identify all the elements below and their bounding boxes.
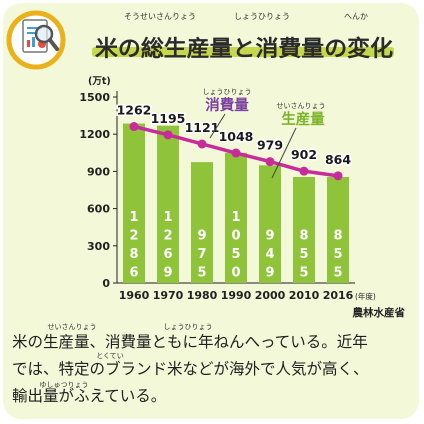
bar-1970 xyxy=(157,125,179,283)
bar-1990 xyxy=(225,152,247,283)
consumption-label-2016: 864 xyxy=(325,152,351,167)
production-leader-line xyxy=(271,127,297,179)
bar-2016 xyxy=(327,176,349,283)
consumption-leader-line xyxy=(209,113,226,139)
caption-ruby-1: しょうひりょう xyxy=(164,323,213,331)
consumption-point-1980 xyxy=(197,139,207,149)
plot-area: (万t)030060090012001500128612699751050949… xyxy=(40,76,406,389)
bar-label-1970-d0: 1 xyxy=(163,210,172,225)
y-tick-label-4: 1200 xyxy=(79,128,110,141)
caption-ruby-2: とくてい xyxy=(96,352,124,360)
bar-label-1970-d3: 9 xyxy=(163,266,172,281)
bar-2010 xyxy=(293,176,315,283)
bar-label-1970-d2: 6 xyxy=(163,247,172,262)
bar-1980 xyxy=(191,162,213,283)
caption-line-3: 輸出量がふえている。 xyxy=(12,387,167,405)
bar-label-1970-d1: 2 xyxy=(163,229,172,244)
consumption-label-1990: 1048 xyxy=(219,129,254,144)
title-ruby-group: そうせいさんりょう しょうひりょう へんか xyxy=(124,12,368,21)
x-tick-label-2: 1980 xyxy=(187,289,218,302)
bar-label-2016-d1: 5 xyxy=(333,247,342,262)
title-ruby-2: へんか xyxy=(344,12,368,21)
bar-label-2000-d1: 4 xyxy=(265,247,274,262)
consumption-label-1980: 1121 xyxy=(185,120,220,135)
x-tick-label-4: 2000 xyxy=(255,289,286,302)
x-tick-label-5: 2010 xyxy=(289,289,320,302)
consumption-point-1960 xyxy=(129,122,139,132)
title-underline xyxy=(92,47,394,57)
bar-label-2000-d2: 9 xyxy=(265,266,274,281)
x-tick-label-0: 1960 xyxy=(119,289,150,302)
bar-label-1990-d0: 1 xyxy=(231,210,240,225)
bar-label-2010-d0: 8 xyxy=(299,229,308,244)
y-tick-label-2: 600 xyxy=(87,203,110,216)
title-ruby-0: そうせいさんりょう xyxy=(124,12,196,21)
production-series-label: 生産量 xyxy=(281,110,325,128)
y-tick-label-1: 300 xyxy=(87,240,110,253)
bar-label-2000-d0: 9 xyxy=(265,229,274,244)
bar-label-2016-d0: 8 xyxy=(333,229,342,244)
consumption-point-1990 xyxy=(231,148,241,158)
x-suffix: (年度) xyxy=(355,291,376,301)
bar-1960 xyxy=(123,123,145,283)
bar-label-1960-d3: 6 xyxy=(129,266,138,281)
bar-label-1990-d1: 0 xyxy=(231,229,240,244)
y-tick-label-5: 1500 xyxy=(79,91,110,104)
consumption-label-1960: 1262 xyxy=(117,103,152,118)
bar-label-1960-d2: 8 xyxy=(129,247,138,262)
bar-2000 xyxy=(259,165,281,283)
bar-label-2010-d1: 5 xyxy=(299,247,308,262)
bar-label-1980-d2: 5 xyxy=(197,266,206,281)
consumption-label-2010: 902 xyxy=(291,147,317,162)
production-ruby: せいさんりょう xyxy=(277,102,326,110)
consumption-point-2016 xyxy=(333,171,343,181)
bar-label-1980-d0: 9 xyxy=(197,229,206,244)
bar-label-1960-d1: 2 xyxy=(129,229,138,244)
x-tick-label-6: 2016 xyxy=(323,289,354,302)
report-magnifier-icon xyxy=(6,10,66,70)
bar-label-2010-d2: 5 xyxy=(299,266,308,281)
x-tick-label-3: 1990 xyxy=(221,289,252,302)
y-unit-label: (万t) xyxy=(88,76,111,87)
consumption-label-1970: 1195 xyxy=(151,111,186,126)
bar-label-2016-d2: 5 xyxy=(333,266,342,281)
chart-title: 米の総生産量と消費量の変化 xyxy=(95,36,393,62)
bar-label-1990-d2: 5 xyxy=(231,247,240,262)
bar-label-1980-d1: 7 xyxy=(197,247,206,262)
consumption-point-2000 xyxy=(265,157,275,167)
x-tick-label-1: 1970 xyxy=(153,289,184,302)
source-label: 農林水産省 xyxy=(353,306,406,319)
bar-label-1960-d0: 1 xyxy=(129,210,138,225)
y-tick-label-0: 0 xyxy=(102,277,110,290)
caption-line-2: では、特定のブランド米などが海外で人気が高く、 xyxy=(12,360,369,378)
caption-line-1: 米の生産量、消費量ともに年ねんへっている。近年 xyxy=(12,333,368,351)
consumption-ruby: しょうひりょう xyxy=(203,88,252,96)
bar-label-1990-d3: 0 xyxy=(231,266,240,281)
consumption-point-2010 xyxy=(299,166,309,176)
y-tick-label-3: 900 xyxy=(87,165,110,178)
title-ruby-1: しょうひりょう xyxy=(234,12,290,21)
consumption-series-label: 消費量 xyxy=(205,96,249,114)
consumption-point-1970 xyxy=(163,130,173,140)
caption-ruby-0: せいさんりょう xyxy=(48,323,97,331)
consumption-label-2000: 979 xyxy=(257,138,283,153)
caption-ruby-3: ゆしゅつりょう xyxy=(40,381,89,389)
